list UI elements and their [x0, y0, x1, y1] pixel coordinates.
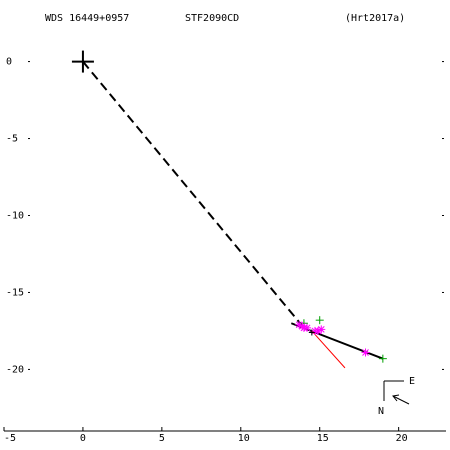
axes: -5 0 5 10 15 20 0 -5 -10 -15 -20	[3, 57, 446, 444]
mark-d2	[295, 321, 303, 329]
mark-d2	[303, 324, 311, 332]
compass: E N	[378, 376, 415, 417]
measurement-cross	[315, 316, 324, 325]
y-tick-label: -5	[6, 134, 18, 145]
compass-north-label: N	[378, 406, 384, 417]
reference-label: (Hrt2017a)	[345, 13, 405, 24]
y-tick-label: -20	[6, 364, 24, 375]
x-tick-label: 10	[238, 433, 250, 444]
wds-label: WDS 16449+0957	[45, 13, 129, 24]
discoverer-label: STF2090CD	[185, 13, 239, 24]
chart-marks	[71, 50, 387, 363]
x-tick-label: -5	[4, 433, 16, 444]
primary-star-marker	[71, 50, 94, 73]
measurement-asterisk	[361, 348, 370, 357]
separation-dashed-line	[82, 60, 305, 329]
compass-east-label: E	[409, 376, 415, 387]
y-tick-label: -10	[6, 211, 24, 222]
y-tick-label: -15	[6, 287, 24, 298]
motion-arrow-head	[392, 394, 400, 402]
mark-d2	[362, 349, 369, 356]
residual-line	[311, 330, 346, 369]
measurement-cross	[378, 354, 387, 363]
x-tick-label: 5	[159, 433, 165, 444]
measurement-asterisk	[303, 323, 312, 332]
measurement-asterisk	[317, 325, 326, 334]
measurement-cross	[308, 329, 315, 336]
y-tick-label: 0	[6, 57, 12, 68]
mark-d2	[317, 326, 325, 333]
x-tick-label: 0	[80, 433, 86, 444]
x-tick-label: 15	[317, 433, 329, 444]
x-tick-label: 20	[396, 433, 408, 444]
motion-arrow-shaft	[392, 395, 410, 405]
